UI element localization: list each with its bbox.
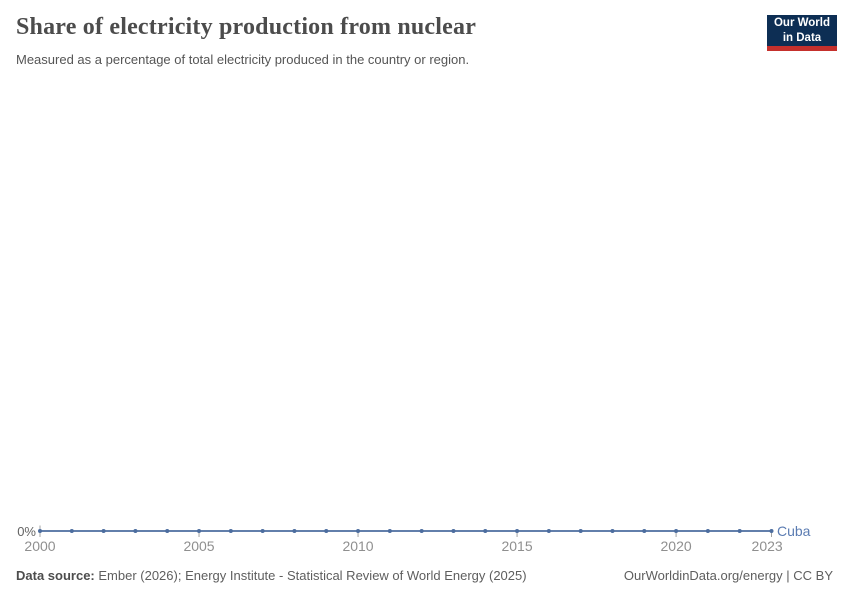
x-axis-tick-label: 2000 xyxy=(24,538,56,554)
x-axis-tick-label: 2015 xyxy=(501,538,533,554)
data-point[interactable] xyxy=(260,529,265,533)
data-point[interactable] xyxy=(228,529,233,533)
x-axis-tick-label: 2020 xyxy=(660,538,692,554)
data-point[interactable] xyxy=(610,529,615,533)
data-point[interactable] xyxy=(324,529,329,533)
data-point[interactable] xyxy=(737,529,742,533)
data-source-note: Data source: Ember (2026); Energy Instit… xyxy=(16,568,527,583)
data-point[interactable] xyxy=(483,529,488,533)
chart-footer: Data source: Ember (2026); Energy Instit… xyxy=(16,568,833,583)
data-source-label: Data source: xyxy=(16,568,95,583)
data-point[interactable] xyxy=(578,529,583,533)
data-point[interactable] xyxy=(451,529,456,533)
data-point[interactable] xyxy=(674,529,679,533)
data-point[interactable] xyxy=(705,529,710,533)
data-point[interactable] xyxy=(165,529,170,533)
data-point[interactable] xyxy=(387,529,392,533)
data-point[interactable] xyxy=(69,529,74,533)
data-point[interactable] xyxy=(515,529,520,533)
y-axis-tick-label: 0% xyxy=(17,524,36,539)
data-point[interactable] xyxy=(356,529,361,533)
x-axis-tick-label: 2005 xyxy=(183,538,215,554)
x-axis-tick-label: 2023 xyxy=(751,538,783,554)
data-point[interactable] xyxy=(769,529,774,533)
x-axis-tick-label: 2010 xyxy=(342,538,374,554)
data-point[interactable] xyxy=(546,529,551,533)
data-point[interactable] xyxy=(292,529,297,533)
license-link[interactable]: CC BY xyxy=(793,568,833,583)
footer-links: OurWorldinData.org/energy | CC BY xyxy=(624,568,833,583)
owid-url-link[interactable]: OurWorldinData.org/energy xyxy=(623,568,783,583)
owid-logo-line1: Our World xyxy=(773,17,830,30)
data-point[interactable] xyxy=(197,529,202,533)
data-point[interactable] xyxy=(38,529,42,533)
data-point[interactable] xyxy=(642,529,647,533)
owid-logo-line2: in Data xyxy=(782,31,822,44)
series-entity-label: Cuba xyxy=(777,523,811,539)
owid-logo: Our World in Data xyxy=(767,15,837,51)
data-source-text: Ember (2026); Energy Institute - Statist… xyxy=(94,568,527,583)
chart-subtitle: Measured as a percentage of total electr… xyxy=(16,52,470,67)
data-point[interactable] xyxy=(419,529,424,533)
chart-title: Share of electricity production from nuc… xyxy=(16,14,477,40)
data-point[interactable] xyxy=(133,529,138,533)
data-point[interactable] xyxy=(101,529,106,533)
footer-separator: | xyxy=(782,568,794,583)
